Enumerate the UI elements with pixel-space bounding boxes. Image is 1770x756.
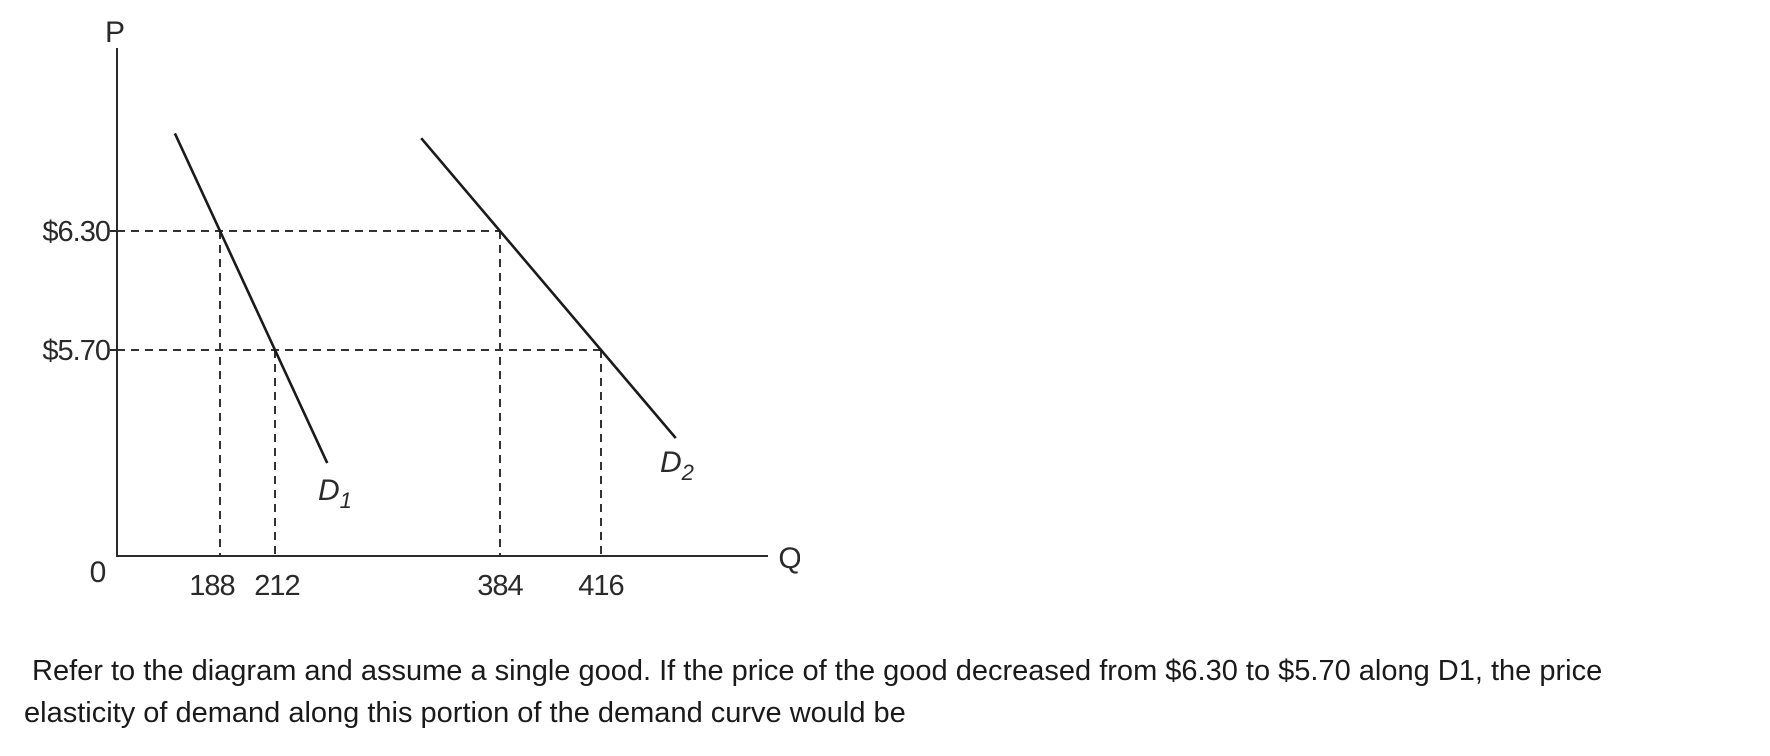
tick-labels: $6.30 $5.70 188 212 384 416 (42, 216, 624, 602)
x-tick-label: 384 (477, 570, 523, 602)
demand-curve-D1 (173, 132, 329, 464)
x-tick-label: 416 (578, 570, 623, 602)
curve-label-D2: D2 (660, 446, 694, 485)
demand-chart: P Q 0 D1 D2 $6.30 $5.70 188 212 384 416 (42, 16, 800, 602)
x-axis-label: Q (778, 542, 800, 575)
question-line-1: Refer to the diagram and assume a single… (32, 655, 1603, 687)
question-text: Refer to the diagram and assume a single… (24, 650, 1754, 734)
x-tick-label: 212 (254, 570, 299, 602)
y-axis-label: P (105, 16, 125, 49)
x-tick-label: 188 (189, 570, 234, 602)
question-line-2: elasticity of demand along this portion … (24, 697, 906, 729)
origin-label: 0 (90, 556, 107, 589)
curve-label-D1: D1 (318, 474, 352, 513)
y-tick-label: $5.70 (42, 335, 110, 367)
demand-curves: D1 D2 (173, 132, 694, 513)
demand-curve-D2 (420, 137, 677, 439)
y-tick-label: $6.30 (42, 216, 110, 248)
dashed-guides (117, 230, 602, 556)
